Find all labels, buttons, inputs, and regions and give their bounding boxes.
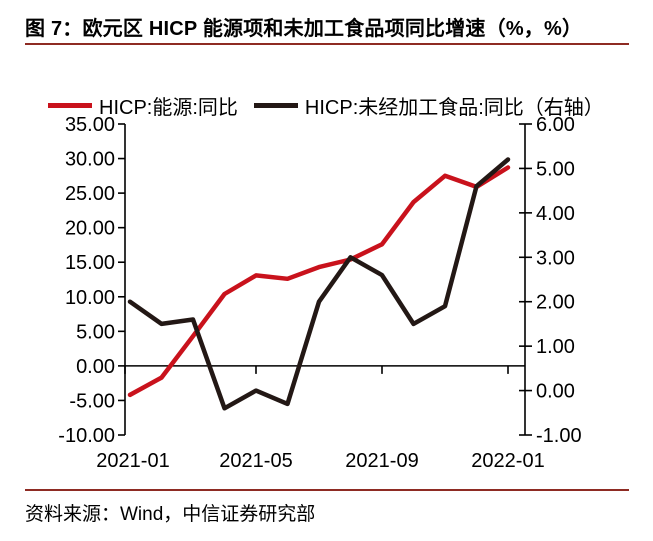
chart-legend: HICP:能源:同比 HICP:未经加工食品:同比（右轴）: [48, 91, 604, 120]
left-axis-tick-label: -10.00: [58, 425, 115, 447]
x-axis-tick-label: 2021-01: [96, 450, 169, 472]
left-axis-tick-label: 35.00: [65, 114, 115, 136]
energy-line-swatch: [48, 102, 92, 108]
left-axis-tick-label: 5.00: [76, 321, 115, 343]
energy-series-line: [127, 165, 511, 398]
left-axis-tick-label: 0.00: [76, 356, 115, 378]
legend-item-energy: HICP:能源:同比: [48, 91, 238, 120]
left-axis-tick-label: -5.00: [69, 390, 115, 412]
source-note: 资料来源：Wind，中信证券研究部: [25, 504, 316, 525]
legend-item-food: HICP:未经加工食品:同比（右轴）: [253, 91, 604, 120]
x-axis-tick-label: 2021-09: [345, 450, 418, 472]
right-axis-tick-label: 2.00: [536, 292, 575, 314]
source-divider: [25, 489, 629, 491]
right-axis-tick-label: 0.00: [536, 381, 575, 403]
title-divider: [25, 43, 629, 45]
x-axis-tick-label: 2021-05: [219, 450, 292, 472]
figure-title: 图 7：欧元区 HICP 能源项和未加工食品项同比增速（%，%）: [25, 18, 583, 40]
left-axis-tick-label: 15.00: [65, 252, 115, 274]
legend-label-food: HICP:未经加工食品:同比（右轴）: [304, 96, 604, 119]
left-axis-tick-label: 20.00: [65, 218, 115, 240]
x-axis-tick-label: 2022-01: [471, 450, 544, 472]
right-axis-tick-label: 5.00: [536, 158, 575, 180]
left-axis-tick-label: 25.00: [65, 183, 115, 205]
food-series-line: [127, 157, 511, 411]
right-axis-tick-label: 4.00: [536, 203, 575, 225]
left-axis-tick-label: 10.00: [65, 287, 115, 309]
right-axis-tick-label: 1.00: [536, 336, 575, 358]
legend-label-energy: HICP:能源:同比: [99, 96, 238, 119]
left-axis-tick-label: 30.00: [65, 149, 115, 171]
right-axis-tick-label: 6.00: [536, 114, 575, 136]
right-axis-tick-label: 3.00: [536, 247, 575, 269]
food-line-swatch: [253, 102, 298, 108]
right-axis-tick-label: -1.00: [536, 425, 582, 447]
